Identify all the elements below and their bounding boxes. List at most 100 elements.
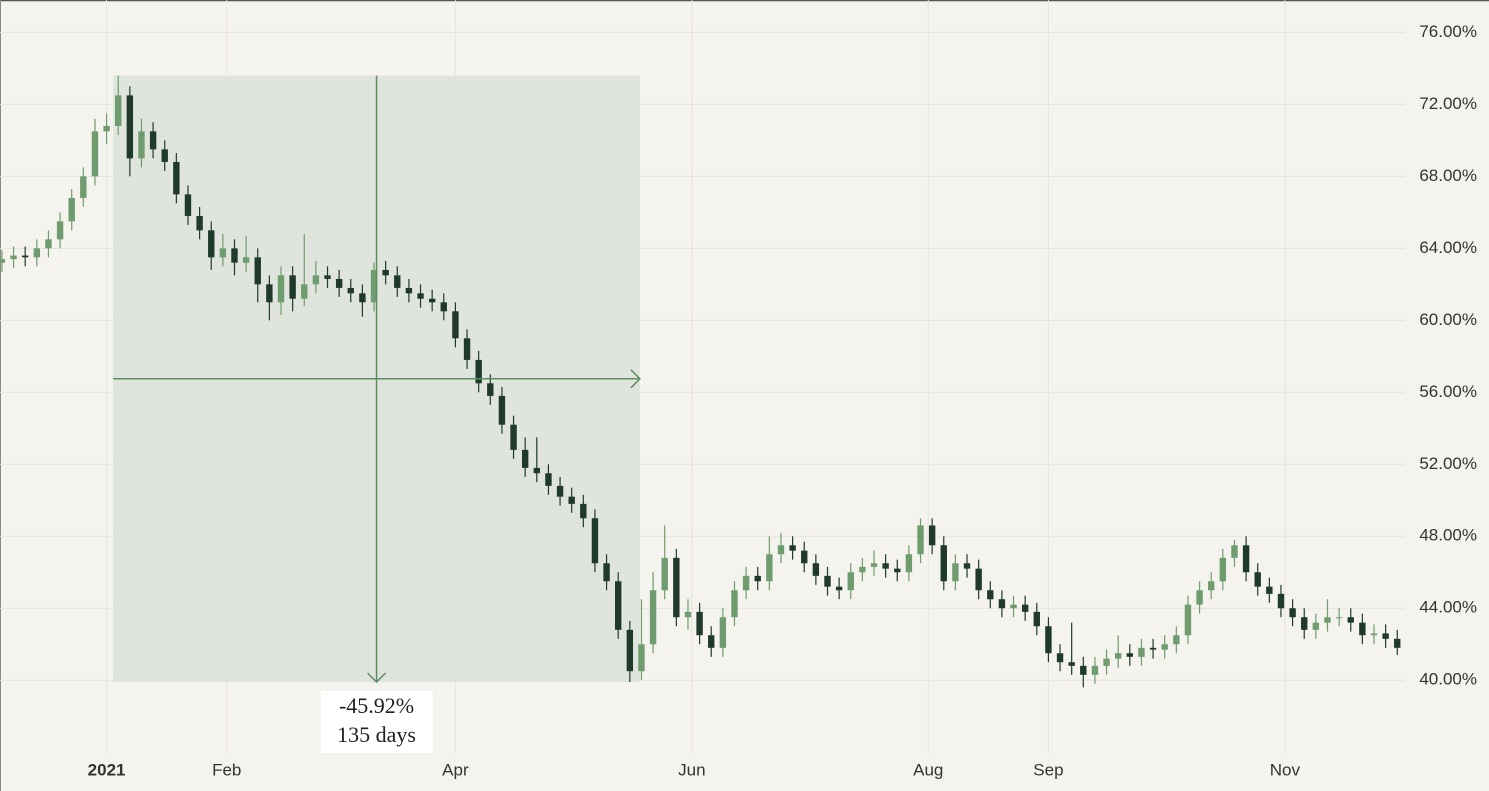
candle-body bbox=[1080, 665, 1087, 675]
range-change: -45.92% bbox=[339, 693, 414, 718]
candle-body bbox=[312, 275, 320, 285]
candle-body bbox=[1021, 604, 1029, 612]
candle-body bbox=[1219, 557, 1227, 582]
y-tick-label: 56.00% bbox=[1419, 382, 1477, 401]
candle-body bbox=[138, 131, 145, 159]
candle-body bbox=[487, 383, 494, 396]
candle-body bbox=[184, 194, 192, 216]
y-tick-label: 72.00% bbox=[1419, 94, 1477, 113]
x-tick-label: Aug bbox=[913, 760, 943, 779]
candle-body bbox=[556, 485, 564, 497]
candle-body bbox=[10, 255, 17, 260]
candle-body bbox=[0, 259, 6, 263]
candle-body bbox=[370, 269, 378, 303]
x-tick-label: Nov bbox=[1270, 760, 1301, 779]
candle-body bbox=[266, 284, 273, 303]
candle-body bbox=[638, 644, 645, 672]
candle-body bbox=[1347, 617, 1354, 623]
candle-body bbox=[463, 338, 471, 360]
candle-body bbox=[940, 545, 947, 582]
candle-body bbox=[987, 590, 994, 600]
candle-body bbox=[1277, 593, 1285, 609]
candle-body bbox=[301, 284, 308, 299]
candle-body bbox=[1289, 608, 1296, 618]
candle-body bbox=[952, 563, 959, 582]
y-tick-label: 52.00% bbox=[1419, 454, 1477, 473]
candle-body bbox=[649, 590, 657, 645]
candle-body bbox=[766, 554, 773, 582]
candle-body bbox=[428, 298, 436, 303]
candle-body bbox=[1394, 638, 1401, 648]
candle-body bbox=[963, 563, 971, 569]
candle-body bbox=[498, 395, 506, 425]
candle-body bbox=[975, 568, 982, 591]
candle-body bbox=[580, 503, 587, 519]
candle-body bbox=[824, 575, 831, 587]
candle-body bbox=[1149, 647, 1157, 650]
candle-body bbox=[277, 275, 285, 303]
candle-body bbox=[1301, 617, 1308, 630]
range-duration: 135 days bbox=[337, 722, 416, 747]
candle-body bbox=[882, 563, 889, 569]
candle-body bbox=[347, 287, 354, 294]
candle-body bbox=[475, 359, 482, 384]
x-tick-label: Sep bbox=[1033, 760, 1063, 779]
candle-body bbox=[1231, 545, 1238, 558]
y-tick-label: 68.00% bbox=[1419, 166, 1477, 185]
candle-body bbox=[289, 275, 296, 299]
candle-body bbox=[149, 131, 157, 150]
candle-body bbox=[115, 95, 122, 126]
candle-body bbox=[615, 581, 622, 630]
candle-body bbox=[1266, 586, 1273, 594]
x-tick-label: 2021 bbox=[88, 760, 126, 779]
y-tick-label: 40.00% bbox=[1419, 670, 1477, 689]
candle-body bbox=[161, 149, 168, 162]
candle-body bbox=[905, 554, 913, 573]
candle-body bbox=[1010, 604, 1017, 609]
candle-body bbox=[242, 257, 250, 263]
candle-body bbox=[928, 525, 936, 546]
candle-body bbox=[440, 302, 447, 312]
candle-body bbox=[1196, 590, 1203, 605]
candle-body bbox=[335, 278, 343, 288]
candle-body bbox=[1208, 581, 1215, 591]
candle-body bbox=[324, 275, 331, 279]
candle-body bbox=[91, 131, 99, 177]
arrow-head bbox=[367, 672, 387, 684]
candle-body bbox=[1312, 622, 1320, 630]
x-tick-label: Apr bbox=[442, 760, 469, 779]
candle-body bbox=[1370, 633, 1378, 636]
candle-body bbox=[1184, 604, 1192, 636]
candle-body bbox=[568, 496, 575, 504]
candle-body bbox=[1114, 653, 1122, 659]
candle-body bbox=[1033, 611, 1040, 627]
candle-body bbox=[661, 557, 668, 591]
candle-body bbox=[1173, 635, 1180, 645]
candle-body bbox=[719, 617, 727, 648]
arrow-head bbox=[630, 369, 641, 389]
candle-body bbox=[68, 197, 75, 222]
candle-body bbox=[33, 248, 41, 258]
y-tick-label: 60.00% bbox=[1419, 310, 1477, 329]
candle-body bbox=[998, 599, 1006, 609]
candle-body bbox=[870, 563, 878, 567]
candle-body bbox=[394, 275, 401, 288]
candle-body bbox=[173, 161, 180, 195]
candle-body bbox=[417, 293, 424, 299]
candle-body bbox=[521, 449, 529, 468]
candle-body bbox=[835, 586, 843, 591]
candle-body bbox=[1091, 665, 1099, 675]
candle-body bbox=[847, 572, 854, 591]
candle-body bbox=[254, 257, 261, 285]
candle-body bbox=[196, 215, 203, 231]
candle-body bbox=[80, 176, 87, 198]
candle-body bbox=[103, 125, 110, 132]
candle-body bbox=[126, 95, 134, 159]
candle-body bbox=[789, 545, 796, 551]
candle-body bbox=[382, 269, 389, 276]
candle-body bbox=[452, 311, 459, 339]
candle-body bbox=[708, 635, 715, 648]
candle-body bbox=[1161, 644, 1168, 650]
candle-body bbox=[1045, 626, 1052, 654]
